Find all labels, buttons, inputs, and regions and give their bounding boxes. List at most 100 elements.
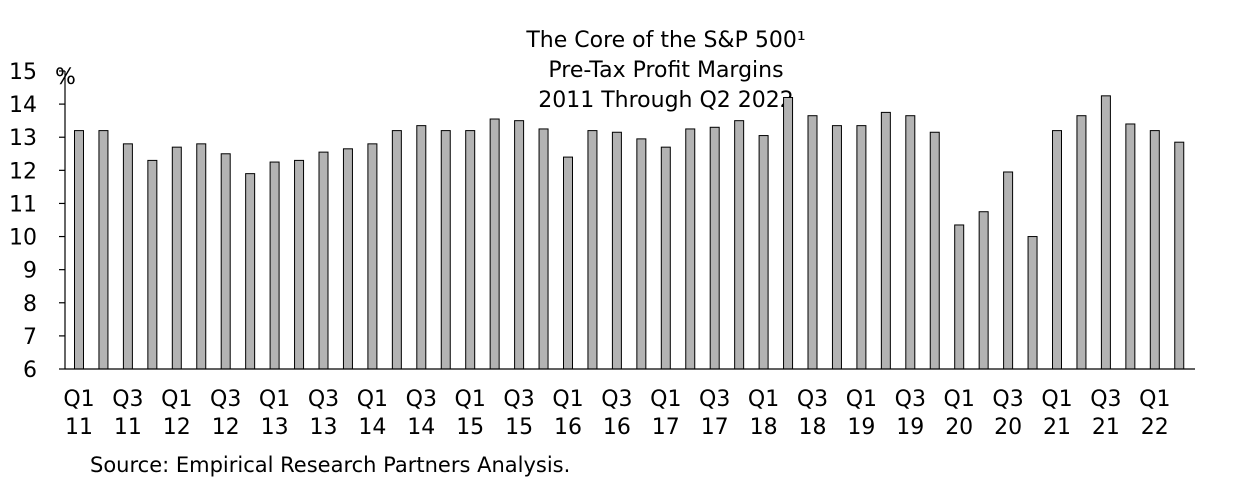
chart-title-line-2: Pre-Tax Profit Margins <box>548 58 783 83</box>
bar <box>245 173 256 370</box>
x-tick-label-year: 11 <box>114 415 142 440</box>
bar <box>978 211 989 370</box>
bar <box>856 125 867 370</box>
x-tick-label-year: 13 <box>261 415 289 440</box>
x-tick-label-year: 15 <box>456 415 484 440</box>
bar <box>758 135 769 370</box>
bar <box>220 153 231 370</box>
chart-title-line-1: The Core of the S&P 500¹ <box>525 28 805 53</box>
x-tick-label-quarter: Q1 <box>846 387 877 412</box>
bar <box>954 224 965 370</box>
x-tick-label-quarter: Q1 <box>944 387 975 412</box>
bar <box>1125 123 1136 370</box>
bar <box>1052 130 1062 370</box>
bar <box>1100 95 1111 370</box>
x-tick-label-year: 14 <box>358 415 386 440</box>
x-tick-label-year: 21 <box>1043 415 1071 440</box>
bar <box>147 159 158 370</box>
x-tick-label-quarter: Q3 <box>503 387 534 412</box>
bar <box>1003 171 1014 370</box>
y-tick-label: 13 <box>9 126 37 151</box>
bar <box>880 111 891 370</box>
x-tick-label-quarter: Q1 <box>455 387 486 412</box>
bar <box>734 120 745 370</box>
bar <box>514 120 525 370</box>
bars <box>74 95 1185 370</box>
chart-title: The Core of the S&P 500¹ Pre-Tax Profit … <box>525 28 805 113</box>
x-tick-label-quarter: Q1 <box>1041 387 1072 412</box>
bar <box>611 131 622 370</box>
x-tick-label-quarter: Q3 <box>308 387 339 412</box>
bar <box>465 130 476 370</box>
x-tick-label-year: 19 <box>896 415 924 440</box>
x-tick-label-year: 20 <box>994 415 1022 440</box>
y-tick-label: 12 <box>9 159 37 184</box>
bar <box>269 161 280 370</box>
bar <box>122 143 133 370</box>
bar <box>831 125 842 370</box>
y-tick-label: 8 <box>23 292 37 317</box>
bar <box>538 128 549 370</box>
bar <box>1027 236 1038 370</box>
bar <box>171 146 182 370</box>
x-tick-label-year: 18 <box>799 415 827 440</box>
bar <box>196 143 207 370</box>
x-tick-label-quarter: Q1 <box>748 387 779 412</box>
bar <box>929 131 940 370</box>
x-tick-label-quarter: Q1 <box>650 387 681 412</box>
x-tick-label-quarter: Q1 <box>552 387 583 412</box>
source-note: Source: Empirical Research Partners Anal… <box>90 453 570 477</box>
x-tick-label-quarter: Q3 <box>797 387 828 412</box>
bar <box>391 130 402 370</box>
x-tick-label-year: 13 <box>310 415 338 440</box>
bar <box>636 138 647 370</box>
x-tick-label-year: 16 <box>554 415 582 440</box>
x-tick-label-year: 15 <box>505 415 533 440</box>
y-tick-label: 15 <box>9 60 37 85</box>
x-tick-label-year: 16 <box>603 415 631 440</box>
y-axis: 6 7 8 9 10 11 12 13 14 15 <box>9 60 66 383</box>
x-tick-label-year: 22 <box>1141 415 1169 440</box>
x-tick-label-year: 17 <box>652 415 680 440</box>
bar <box>563 156 573 370</box>
bar <box>294 159 305 370</box>
y-tick-label: 6 <box>23 358 37 383</box>
x-tick-label-quarter: Q3 <box>210 387 241 412</box>
bar <box>587 130 598 370</box>
bar <box>783 96 794 370</box>
bar <box>74 130 84 370</box>
bar <box>660 146 671 370</box>
x-tick-label-quarter: Q1 <box>259 387 290 412</box>
x-tick-label-year: 17 <box>701 415 729 440</box>
bar <box>318 151 329 370</box>
bar <box>367 143 378 370</box>
y-tick-label: 7 <box>23 325 37 350</box>
x-tick-label-quarter: Q1 <box>161 387 192 412</box>
x-tick-label-quarter: Q3 <box>992 387 1023 412</box>
bar <box>1076 115 1087 370</box>
x-tick-label-quarter: Q3 <box>112 387 143 412</box>
bar <box>709 126 720 370</box>
bar <box>807 115 818 370</box>
x-tick-label-year: 21 <box>1092 415 1120 440</box>
x-tick-label-year: 14 <box>407 415 435 440</box>
y-tick-label: 14 <box>9 93 37 118</box>
bar <box>440 130 451 370</box>
x-tick-label-year: 12 <box>163 415 191 440</box>
bar <box>1149 130 1160 370</box>
x-tick-label-quarter: Q1 <box>357 387 388 412</box>
bar <box>416 125 427 370</box>
bar <box>685 128 696 370</box>
y-tick-label: 9 <box>23 259 37 284</box>
y-tick-label: 11 <box>9 192 37 217</box>
bar <box>342 148 353 370</box>
x-tick-label-year: 11 <box>65 415 93 440</box>
bar <box>489 118 500 370</box>
x-tick-label-year: 18 <box>750 415 778 440</box>
y-tick-label: 10 <box>9 226 37 251</box>
x-tick-label-year: 19 <box>847 415 875 440</box>
x-axis: Q1 11 Q3 11 Q1 12 Q3 12 Q1 13 Q3 13 Q1 14 Q3 14 Q1 15 Q3 15… <box>63 368 1195 440</box>
bar <box>1174 141 1185 370</box>
x-tick-label-year: 20 <box>945 415 973 440</box>
